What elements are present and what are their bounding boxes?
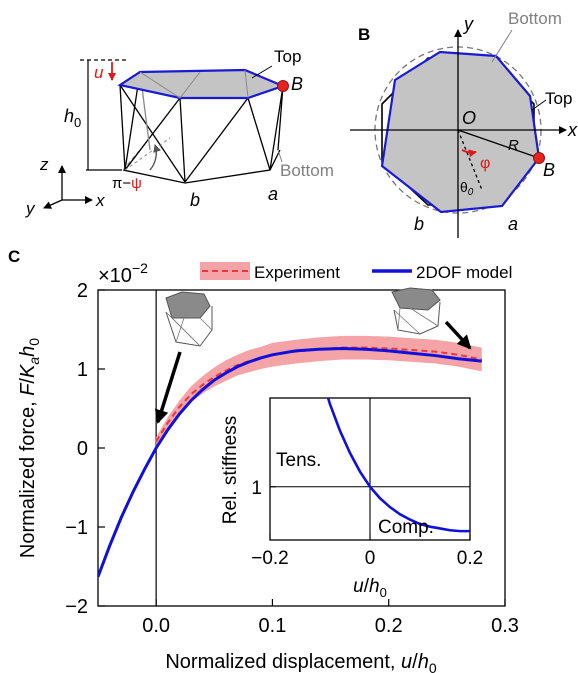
bottom-label: Bottom (280, 161, 334, 180)
phi-arc (461, 149, 477, 158)
y-tick-label: −1 (65, 517, 88, 539)
main-plot-layer (98, 290, 482, 606)
axis-y-label: y (25, 199, 36, 218)
y-tick-label: 0 (77, 438, 88, 460)
x-tick-label: 0.3 (491, 615, 519, 637)
inset-y-tick-label: 1 (251, 478, 262, 499)
height-annotation (80, 59, 128, 171)
main-ticks: 0.0 0.1 0.2 0.3 −2 −1 0 1 2 (65, 280, 519, 637)
theta-guide (457, 129, 483, 191)
inset-tens-label: Tens. (276, 450, 321, 471)
top-label-b: Top (545, 89, 572, 108)
inset-layer: −0.2 0 0.2 1 (251, 398, 483, 569)
vertex-b-label: B (291, 74, 303, 94)
inset-stiffness-line (326, 398, 470, 533)
compressed-module-icon (165, 291, 213, 347)
angle-guide (124, 137, 171, 171)
origin-label: O (462, 108, 476, 128)
x-tick-label: 0.0 (142, 615, 170, 637)
y-multiplier: ×10−2 (98, 260, 148, 287)
inset-x-label: u/h0 (353, 576, 387, 600)
angle-arc (149, 144, 161, 171)
compressed-arrow (154, 351, 182, 424)
panel-c: C Experiment 2DOF model 0.0 0.1 0.2 0.3 −2 −1… (8, 247, 519, 673)
extended-module-icon (391, 287, 441, 335)
edge-b-label: b (190, 190, 200, 210)
inset-y-label: Rel. stiffness (220, 416, 241, 524)
edge-b-label-b: b (414, 214, 424, 234)
series-group (98, 335, 482, 578)
axis-x-label-b: x (567, 120, 578, 140)
x-tick-label: 0.2 (375, 615, 403, 637)
legend: Experiment 2DOF model (200, 262, 512, 282)
bottom-pointer-b (491, 29, 513, 63)
axis-x-label: x (95, 191, 105, 210)
edge-a-label: a (268, 184, 278, 204)
experiment-band (156, 335, 482, 447)
radius-line (457, 129, 540, 159)
y-tick-label: 1 (77, 359, 88, 381)
legend-experiment-label: Experiment (254, 263, 340, 282)
panel-a: u h0 Top B Bottom π−ψ b a z y x (25, 47, 334, 218)
top-face-creases (139, 69, 249, 99)
panel-c-letter: C (8, 247, 20, 266)
edge-a-label-b: a (508, 214, 518, 234)
x-tick-label: 0.1 (259, 615, 287, 637)
axis-y-label-b: y (462, 14, 474, 34)
coordinate-triad (43, 165, 93, 209)
inset-x-tick-label: 0 (365, 548, 376, 569)
top-label: Top (274, 47, 301, 66)
y-tick-label: 2 (77, 280, 88, 302)
panel-b-letter: B (358, 25, 370, 44)
legend-model-label: 2DOF model (416, 263, 512, 282)
y-axis-label: Normalized force, F/Kah0 (17, 338, 42, 558)
kresling-module-side-view (119, 71, 284, 184)
y-tick-label: −2 (65, 596, 88, 618)
displacement-label: u (94, 63, 104, 82)
phi-label: φ (480, 155, 490, 172)
vertex-b-label-b: B (543, 160, 555, 180)
angle-label: π−ψ (112, 175, 142, 192)
vertex-b-marker (277, 80, 289, 92)
top-pointer-b (531, 99, 547, 111)
bottom-pointer (277, 149, 283, 163)
top-pointer (251, 65, 273, 79)
theta-label: θ0 (460, 179, 474, 198)
vertex-b-marker-top (533, 152, 545, 164)
inset-series-group (326, 398, 470, 533)
axis-z-label: z (39, 155, 49, 174)
extended-arrow (444, 320, 472, 350)
panel-b: B y x O R φ B θ0 Bottom Top b a (350, 9, 578, 238)
inset-x-tick-label: 0.2 (457, 548, 483, 569)
x-axis-label: Normalized displacement, u/h0 (165, 651, 436, 673)
inset: −0.2 0 0.2 1 Tens. Comp. Rel. stiffness u/h… (220, 397, 483, 600)
bottom-label-b: Bottom (508, 9, 562, 28)
inset-x-tick-label: −0.2 (251, 548, 289, 569)
radius-label: R (508, 137, 519, 154)
inset-comp-label: Comp. (378, 517, 434, 538)
height-label: h0 (64, 106, 81, 130)
model-line (98, 346, 482, 578)
